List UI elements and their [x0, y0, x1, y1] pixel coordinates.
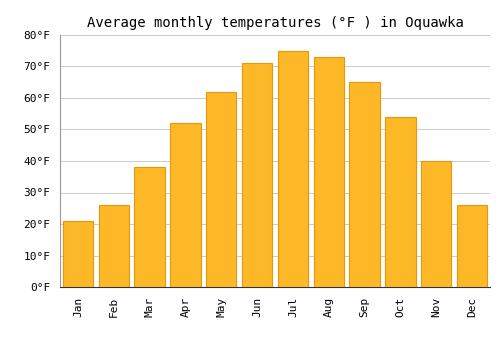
Bar [278, 51, 308, 287]
Bar [98, 205, 129, 287]
Bar [170, 123, 200, 287]
Bar [457, 205, 488, 287]
Bar [206, 92, 236, 287]
Bar [350, 82, 380, 287]
Bar [242, 63, 272, 287]
Bar [134, 167, 165, 287]
Bar [62, 221, 93, 287]
Bar [385, 117, 416, 287]
Title: Average monthly temperatures (°F ) in Oquawka: Average monthly temperatures (°F ) in Oq… [86, 16, 464, 30]
Bar [421, 161, 452, 287]
Bar [314, 57, 344, 287]
